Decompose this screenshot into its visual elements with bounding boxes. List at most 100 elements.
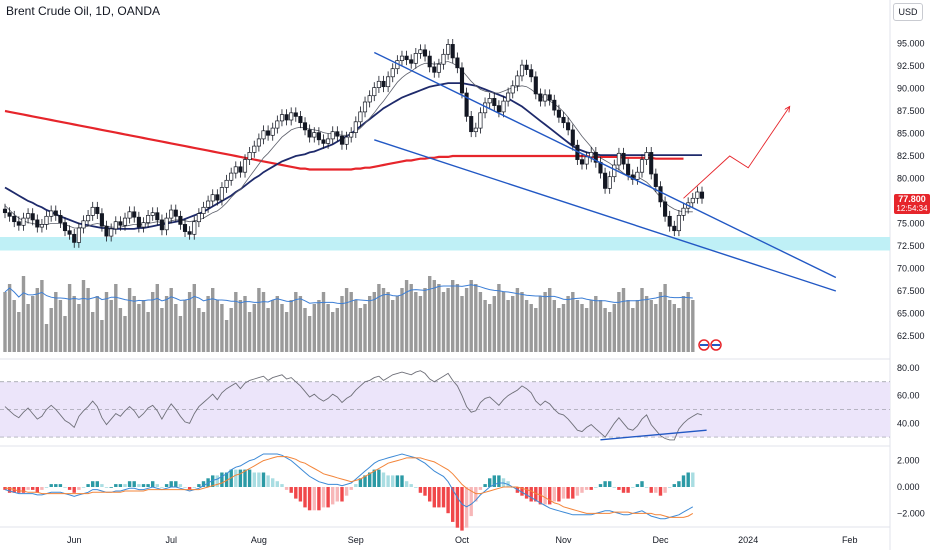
volume-bar [35,288,39,352]
macd-histogram-bar [635,484,640,487]
candle [81,215,86,234]
macd-histogram-bar [340,487,344,502]
candle [639,154,645,178]
macd-histogram-bar [321,487,326,508]
volume-bar [451,280,455,352]
macd-histogram-bar [238,469,243,487]
volume-bar [524,300,529,352]
signal-line [5,456,694,518]
macd-histogram-bar [247,469,252,487]
macd-histogram-bar [432,487,436,508]
volume-bar [54,292,58,352]
last-price-badge: 77.800 12:54:34 [894,194,930,214]
price-tick-label: 82.500 [897,151,925,161]
macd-histogram-bar [137,484,141,487]
volume-bar [501,292,506,352]
volume-bar [548,288,552,352]
candle [21,212,26,231]
candle [49,205,54,222]
volume-bar [432,280,436,352]
candle [492,93,497,111]
event-icons[interactable] [698,339,722,351]
candle [30,208,35,226]
candle [649,147,654,180]
panel-separators [0,0,891,550]
currency-button[interactable]: USD [893,3,923,21]
macd-histogram-bar [67,487,72,490]
volume-bar [478,292,483,352]
macd-histogram-bar [271,478,275,487]
candle [353,116,358,138]
candle [630,169,635,185]
macd-histogram-bar [146,484,150,487]
volume-bar [474,284,478,352]
macd-histogram-bar [668,487,672,488]
candle [667,210,672,232]
macd-histogram-bar [81,487,86,488]
candle [501,95,506,118]
macd-histogram-bar [589,487,593,490]
time-tick-label: Nov [555,535,572,545]
candle [261,125,266,145]
volume-bar [178,316,183,352]
candle [252,140,257,158]
candle [510,80,515,99]
macd-histogram-bar [621,487,626,493]
candle [159,214,164,236]
macd-histogram-bar [381,472,386,487]
volume-bar [104,292,109,352]
volume-bar [132,296,136,352]
macd-histogram-bar [261,472,266,487]
candle [312,127,317,143]
candle [358,106,363,128]
volume-bar [137,304,141,352]
macd-histogram-bar [441,487,446,508]
candle [127,206,132,224]
candle [122,212,128,231]
macd-histogram-bar [289,487,293,493]
trendlines[interactable] [373,51,837,292]
candle [441,48,446,70]
candle [132,206,137,223]
volume-bar [58,300,63,352]
macd-histogram-bar [534,487,538,502]
volume-bar [109,300,113,352]
candle [173,204,178,222]
candle [233,161,238,179]
volume-bar [261,292,266,352]
volume-bar [580,304,584,352]
candle [76,222,81,248]
macd-histogram-bar [612,487,616,488]
candle [289,107,294,126]
macd-histogram-bar [603,481,607,487]
candle [635,166,640,185]
volume-bar [275,296,279,352]
volume-bar [141,300,146,352]
macd-histogram-bar [469,487,473,517]
macd-histogram-bar [626,487,630,493]
countdown-timer: 12:54:34 [896,204,928,213]
macd-histogram-bar [358,478,363,487]
macd-histogram-bar [155,484,159,487]
macd-histogram-bar [77,487,81,490]
candle [367,90,372,108]
candle [644,147,649,165]
price-tick-label: 75.000 [897,219,925,229]
macd-histogram-bar [594,487,598,488]
candle [279,109,285,127]
projection-arrow[interactable] [683,107,790,199]
macd-histogram-bar [164,484,169,487]
candle [538,88,543,107]
price-tick-label: 62.500 [897,331,925,341]
volume-bar [529,304,533,352]
candle [432,61,437,78]
candle [515,70,520,92]
volume-bar [118,308,123,352]
macd-histogram-bar [178,484,183,487]
macd-histogram-bar [160,487,164,488]
macd-histogram-bar [617,487,621,490]
macd-line [4,453,694,520]
candle [307,124,312,143]
macd-histogram-bar [335,487,339,502]
